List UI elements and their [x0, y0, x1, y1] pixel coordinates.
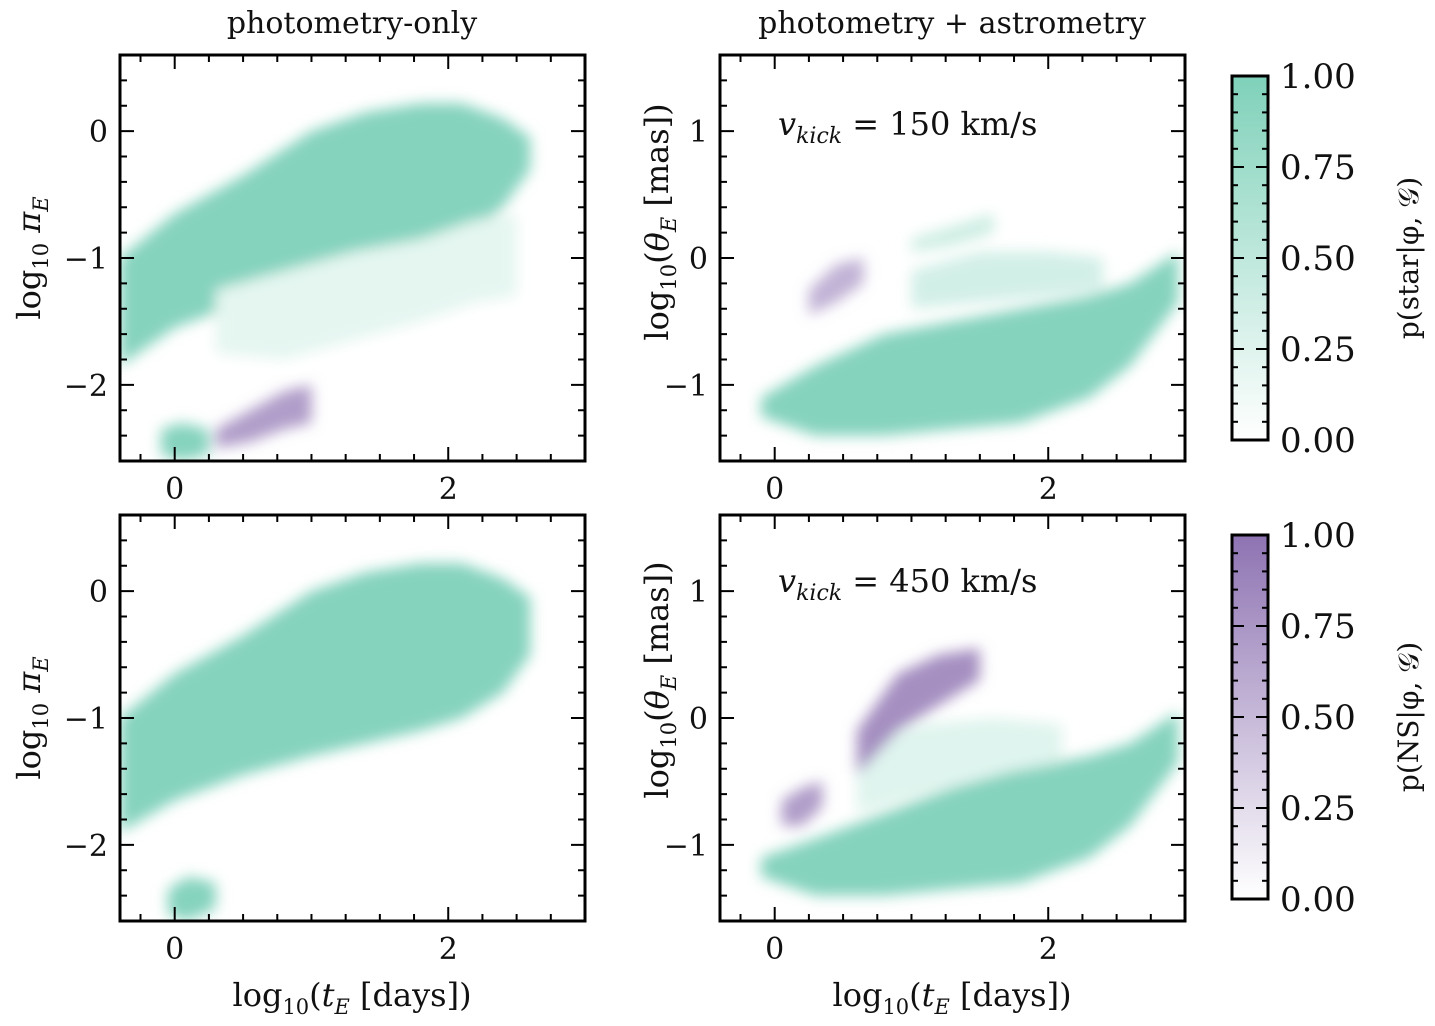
colorbar-tick-label: 0.50 — [1280, 698, 1356, 738]
density-region-star — [856, 718, 1062, 814]
x-axis-label: log10(tE [days]) — [232, 976, 471, 1019]
density-region-star — [911, 213, 994, 252]
density-region-star — [911, 251, 1103, 309]
density-region-star — [761, 711, 1179, 896]
panel-top-right: 0 2 1 0 −1 vkick = 150 km/s log10(θE [mas]) — [638, 53, 1187, 507]
colorbar-tick-label: 0.75 — [1280, 607, 1356, 647]
x-tick-label: 2 — [439, 932, 458, 967]
colorbar-tick-label: 0.25 — [1280, 330, 1356, 370]
density-region-ns — [781, 781, 823, 826]
colorbar-ns-label: p(NS|φ, 𝒢) — [1392, 642, 1425, 792]
vkick-annotation: vkick = 150 km/s — [778, 105, 1037, 149]
y-tick-label: −1 — [664, 369, 708, 404]
colorbar-star-label: p(star|φ, 𝒢) — [1392, 177, 1425, 339]
colorbar-tick-label: 0.75 — [1280, 148, 1356, 188]
panel-bottom-right: 0 210−1 vkick = 450 km/s log10(θE [mas]) … — [638, 513, 1187, 1019]
y-tick-label: −1 — [64, 242, 108, 277]
x-tick-label: 0 — [165, 472, 184, 507]
colorbar-tick-label: 0.25 — [1280, 789, 1356, 829]
x-tick-label: 2 — [1039, 932, 1058, 967]
y-tick-label: −2 — [64, 369, 108, 404]
y-axis-label: log10(θE [mas]) — [638, 561, 681, 798]
panel-top-left: 0 2 0 −1 −2 log10 πE — [10, 53, 587, 507]
colorbar-tick-label: 1.00 — [1280, 516, 1356, 556]
column-title-right: photometry + astrometry — [758, 6, 1146, 41]
colorbar-tick-label: 0.00 — [1280, 421, 1356, 461]
vkick-annotation: vkick = 450 km/s — [778, 562, 1037, 606]
density-region-ns — [215, 384, 312, 449]
column-title-left: photometry-only — [227, 6, 477, 41]
x-tick-label: 0 — [165, 932, 184, 967]
colorbar-tick-label: 1.00 — [1280, 57, 1356, 97]
density-region-star — [761, 251, 1179, 436]
x-tick-label: 0 — [765, 932, 784, 967]
y-tick-label: 0 — [689, 702, 708, 737]
x-tick-label: 2 — [439, 472, 458, 507]
y-tick-label: 1 — [689, 115, 708, 150]
x-tick-label: 0 — [765, 472, 784, 507]
colorbar-star: 1.00 0.75 0.50 0.25 0.00 p(star|φ, 𝒢) — [1230, 57, 1425, 461]
panel-bottom-left: 0 2 0 −1 −2 log10 πE log10(tE [days]) — [10, 513, 587, 1019]
y-axis-label: log10 πE — [10, 656, 53, 779]
x-axis-label: log10(tE [days]) — [832, 976, 1071, 1019]
y-axis-label: log10(θE [mas]) — [638, 103, 681, 340]
y-tick-label: −1 — [664, 829, 708, 864]
density-region-star — [120, 563, 531, 833]
colorbar-tick-label: 0.50 — [1280, 239, 1356, 279]
colorbar-ns: 1.00 0.75 0.50 0.25 0.00 p(NS|φ, 𝒢) — [1230, 516, 1425, 920]
y-tick-label: 0 — [89, 575, 108, 610]
y-tick-label: 0 — [89, 115, 108, 150]
y-tick-label: −2 — [64, 829, 108, 864]
y-tick-label: −1 — [64, 702, 108, 737]
density-region-star — [167, 876, 216, 921]
density-region-ns — [808, 258, 864, 316]
density-region-ns — [856, 648, 980, 776]
y-tick-label: 1 — [689, 575, 708, 610]
density-region-star — [161, 422, 209, 461]
x-tick-label: 2 — [1039, 472, 1058, 507]
y-axis-label: log10 πE — [10, 196, 53, 319]
density-region-star — [215, 213, 517, 360]
y-tick-label: 0 — [689, 242, 708, 277]
colorbar-tick-label: 0.00 — [1280, 880, 1356, 920]
